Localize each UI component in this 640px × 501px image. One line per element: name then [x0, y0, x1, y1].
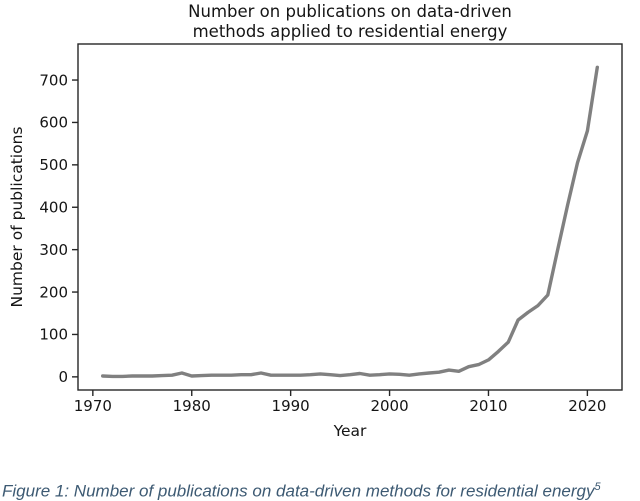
y-tick-label: 700: [39, 71, 68, 89]
line-chart: 1970 1980 1990 2000 2010 2020 0 100 200 300 400 500…: [8, 43, 623, 440]
x-tick-label: 2020: [568, 397, 606, 415]
y-tick-label: 400: [39, 198, 68, 216]
publications-line: [100, 65, 599, 379]
figure-caption: Figure 1: Number of publications on data…: [2, 476, 638, 501]
figure-caption-text: Figure 1: Number of publications on data…: [2, 481, 595, 501]
x-tick-label: 2010: [469, 397, 507, 415]
axis-ticks: 1970 1980 1990 2000 2010 2020 0 100 200 300 400 500…: [39, 71, 606, 415]
y-tick-label: 100: [39, 326, 68, 344]
x-tick-label: 1970: [74, 397, 112, 415]
y-axis-label: Number of publications: [8, 127, 26, 308]
x-tick-label: 1990: [272, 397, 310, 415]
chart-title-line2: methods applied to residential energy: [192, 22, 508, 41]
y-tick-label: 600: [39, 114, 68, 132]
chart-title-line1: Number on publications on data-driven: [188, 2, 512, 21]
x-tick-label: 1980: [173, 397, 211, 415]
x-tick-label: 2000: [370, 397, 408, 415]
y-tick-label: 500: [39, 156, 68, 174]
data-line-layer: [100, 65, 599, 379]
x-axis-label: Year: [333, 422, 367, 440]
y-tick-label: 300: [39, 241, 68, 259]
chart-title: Number on publications on data-driven me…: [78, 2, 622, 42]
plot-border: [77, 43, 623, 391]
figure-caption-superscript: 5: [594, 481, 601, 493]
y-tick-label: 200: [39, 283, 68, 301]
y-tick-label: 0: [58, 368, 68, 386]
